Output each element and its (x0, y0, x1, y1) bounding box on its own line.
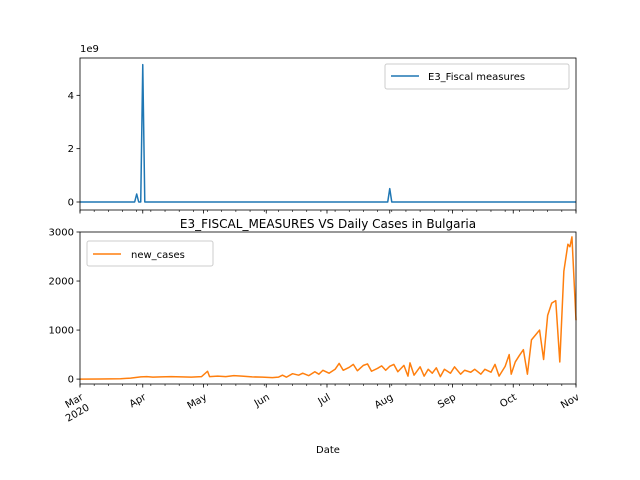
y-tick-label: 0 (68, 198, 74, 209)
top-axes-frame (79, 57, 577, 211)
bottom-legend[interactable]: new_cases (86, 240, 214, 267)
chart-title: E3_FISCAL_MEASURES VS Daily Cases in Bul… (180, 217, 476, 231)
series-line-new-cases (79, 236, 577, 380)
bottom-legend-box (86, 240, 214, 267)
y-tick-label: 1000 (49, 326, 74, 337)
top-x-axis (79, 210, 577, 214)
y-tick-label: 0 (68, 375, 74, 386)
top-offset-label: 1e9 (80, 44, 99, 55)
series-line-e3-fiscal-measures (80, 63, 576, 203)
fiscal-measures-series-group (80, 63, 576, 203)
x-axis-label: Date (316, 445, 340, 456)
fiscal-measures-panel: 0 2 4 1e9 E3_Fiscal measures (68, 44, 577, 214)
y-tick-label: 2000 (49, 277, 74, 288)
bottom-y-axis: 0 1000 2000 3000 (49, 228, 80, 386)
y-tick-label: 2 (68, 144, 74, 155)
y-tick-label: 3000 (49, 228, 74, 239)
top-legend[interactable]: E3_Fiscal measures (384, 63, 570, 90)
bottom-legend-label: new_cases (131, 250, 185, 261)
top-y-axis: 0 2 4 (68, 91, 80, 209)
new-cases-series-group (79, 236, 577, 380)
top-legend-box (384, 63, 570, 90)
top-legend-label: E3_Fiscal measures (428, 72, 525, 83)
y-tick-label: 4 (68, 91, 74, 102)
bottom-axes-frame (79, 231, 577, 385)
